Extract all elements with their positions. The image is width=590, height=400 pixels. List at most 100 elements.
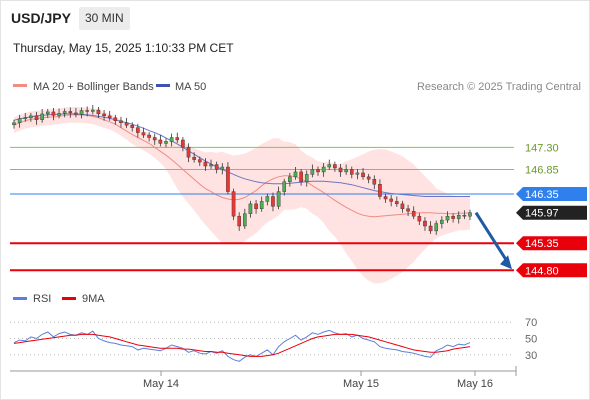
candle: [254, 199, 258, 214]
candle: [96, 107, 101, 118]
level-tag-146.35: [516, 187, 587, 202]
level-label-145.35: 145.35: [525, 238, 559, 250]
rsi-tick-50: 50: [525, 334, 537, 346]
x-tick-label: May 14: [143, 378, 179, 390]
ma50-legend-swatch: [156, 84, 170, 87]
x-tick-label: May 15: [343, 378, 379, 390]
ma50-legend-label: MA 50: [175, 81, 206, 93]
candle: [310, 164, 315, 178]
candle: [119, 116, 123, 128]
candle: [366, 173, 371, 184]
x-axis: May 14 May 15 May 16: [10, 366, 517, 390]
candle: [248, 200, 253, 218]
timeframe-button[interactable]: 30 MIN: [79, 7, 130, 30]
candle: [411, 206, 416, 220]
rsi-series-9ma: [13, 333, 471, 357]
candle: [259, 196, 264, 212]
candle: [68, 107, 73, 118]
candle: [355, 168, 360, 180]
rsi-tick-30: 30: [525, 350, 537, 362]
price-level-labels: 147.30 146.85 146.35 145.35 144.80 145.97: [516, 142, 587, 278]
x-tick-label: May 16: [457, 378, 493, 390]
chart-header: USD/JPY 30 MIN: [0, 0, 590, 36]
rsi-legend-label: RSI: [33, 293, 51, 305]
candle: [45, 108, 50, 118]
candle: [40, 108, 44, 123]
rsi-legend-swatch: [13, 297, 27, 300]
rsi-series-rsi: [13, 329, 471, 362]
candle: [181, 137, 185, 152]
candle: [220, 163, 225, 175]
candle: [265, 193, 270, 206]
candle: [299, 168, 303, 186]
candle: [175, 132, 180, 143]
candle: [243, 208, 247, 229]
candle: [91, 105, 95, 115]
candle: [102, 109, 106, 121]
candle: [462, 210, 467, 220]
candle: [395, 196, 399, 207]
candle: [17, 114, 22, 128]
credit-text: Research © 2025 Trading Central: [417, 81, 581, 93]
level-label-146.35: 146.35: [525, 189, 559, 201]
projection-arrow-shaft: [474, 211, 509, 263]
last-price-tag: [516, 205, 587, 220]
rsi-tick-70: 70: [525, 317, 537, 329]
level-label-144.80: 144.80: [525, 265, 559, 277]
candle: [57, 108, 61, 119]
candle: [400, 200, 405, 213]
rsi-ma-legend-label: 9MA: [82, 293, 105, 305]
candle: [34, 111, 39, 125]
candle: [327, 159, 332, 170]
candle: [434, 220, 439, 235]
candle: [197, 156, 202, 167]
ma20-legend-swatch: [13, 84, 27, 87]
candle: [203, 158, 208, 171]
candle: [192, 152, 196, 163]
rsi-lines: [13, 329, 471, 362]
candle: [62, 108, 67, 118]
candle: [333, 161, 337, 172]
symbol-label: USD/JPY: [11, 10, 71, 26]
candle: [107, 110, 112, 121]
chart-datetime: Thursday, May 15, 2025 1:10:33 PM CET: [13, 41, 234, 55]
level-label-147.30: 147.30: [525, 142, 559, 154]
last-price-label: 145.97: [525, 208, 559, 220]
candle: [141, 127, 146, 138]
candle: [164, 138, 168, 148]
candle: [12, 119, 16, 129]
candle: [288, 172, 292, 187]
candle: [231, 188, 236, 221]
bollinger-bands: [14, 107, 470, 284]
candle: [214, 161, 219, 174]
candle: [51, 108, 56, 121]
candle: [130, 122, 135, 132]
level-tag-145.35: [516, 236, 587, 251]
candle: [74, 108, 78, 118]
candle: [451, 213, 455, 223]
candle: [372, 175, 377, 190]
candle: [237, 212, 241, 231]
candle: [349, 166, 354, 179]
candle: [147, 132, 151, 142]
candle: [338, 164, 343, 177]
ma20-legend-label: MA 20 + Bollinger Bands: [33, 81, 154, 93]
candle: [423, 217, 427, 231]
rsi-ma-legend-swatch: [62, 297, 76, 300]
candle: [85, 106, 89, 117]
candle: [468, 209, 472, 221]
candle: [293, 167, 298, 180]
candle: [113, 114, 118, 125]
candle: [417, 213, 422, 226]
candle: [383, 193, 388, 203]
level-tag-144.80: [516, 263, 587, 278]
candlesticks: [12, 105, 472, 235]
candle: [316, 166, 320, 176]
candle: [186, 143, 191, 163]
candle: [445, 211, 450, 224]
rsi-grid: 70 50 30: [10, 317, 537, 362]
candle: [304, 170, 309, 187]
candle: [428, 221, 433, 234]
bollinger-band-area: [14, 107, 470, 284]
